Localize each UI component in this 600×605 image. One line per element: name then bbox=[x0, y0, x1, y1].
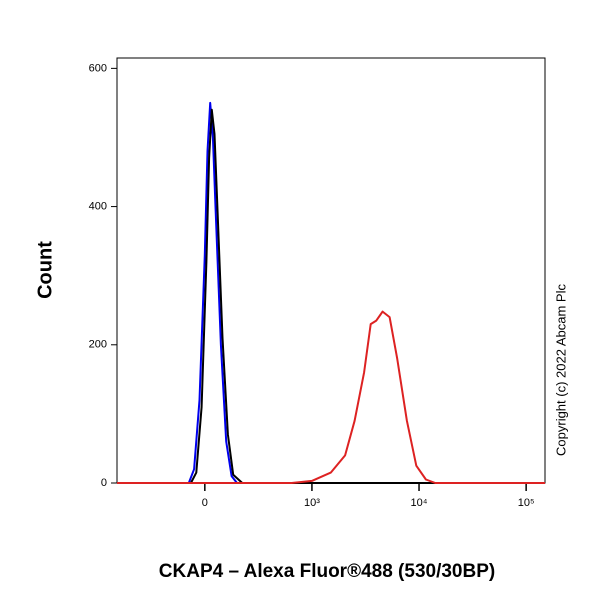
y-tick-label: 0 bbox=[101, 477, 107, 489]
histogram-line bbox=[117, 108, 545, 484]
histogram-line bbox=[117, 310, 545, 484]
x-tick-label: 0 bbox=[202, 497, 208, 509]
y-axis-label: Count bbox=[34, 241, 56, 299]
x-tick-label: 10³ bbox=[304, 497, 320, 509]
x-tick-label: 10⁵ bbox=[518, 497, 535, 509]
histogram-line bbox=[117, 101, 238, 484]
plot-frame bbox=[116, 57, 546, 484]
x-tick-label: 10⁴ bbox=[411, 497, 428, 509]
x-axis-label: CKAP4 – Alexa Fluor®488 (530/30BP) bbox=[159, 561, 495, 582]
y-tick-label: 400 bbox=[89, 200, 107, 212]
y-tick-label: 200 bbox=[89, 339, 107, 351]
copyright-note: Copyright (c) 2022 Abcam Plc bbox=[553, 284, 568, 456]
y-tick-label: 600 bbox=[89, 62, 107, 74]
